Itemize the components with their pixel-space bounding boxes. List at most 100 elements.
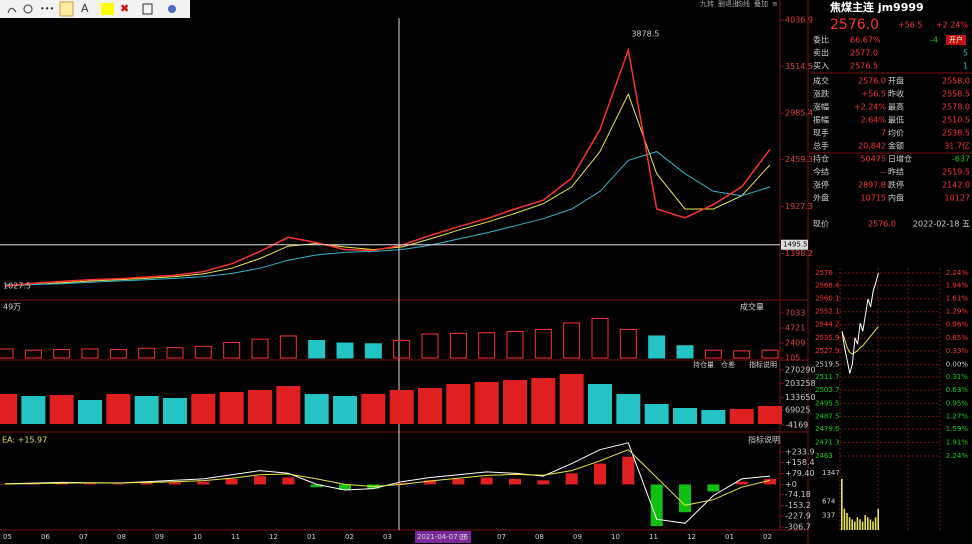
volume-label: 49万 xyxy=(3,303,21,312)
volume-bar xyxy=(223,341,241,359)
quote-label: 持仓 xyxy=(813,154,829,164)
oi-bar xyxy=(673,408,697,424)
tool-icon[interactable] xyxy=(7,7,17,14)
intraday-vol xyxy=(848,517,851,530)
quote-value: +2.24% xyxy=(854,103,887,112)
x-tick-label: 2021-04-07 三 xyxy=(417,533,467,541)
oi-bar xyxy=(191,394,216,424)
intraday-vol xyxy=(872,521,874,530)
y-tick-label: 105 xyxy=(785,354,800,363)
quote-value: 2578.0 xyxy=(942,103,970,112)
oi-bar xyxy=(559,374,584,424)
y-tick-label: 2519.5 xyxy=(815,361,840,369)
y-tick-label: -4169 xyxy=(785,420,808,429)
intraday-vol xyxy=(867,517,869,530)
crosshair-price: 1495.5 xyxy=(783,241,808,249)
quote-value: 2576.5 xyxy=(850,62,878,71)
y-tick-label: 7033 xyxy=(785,309,805,318)
pct-label: 2.24% xyxy=(946,269,969,277)
volume-bar xyxy=(336,342,354,359)
oi-legend[interactable]: 仓差 xyxy=(721,360,735,369)
volume-bar xyxy=(534,328,552,359)
quote-label: 买入 xyxy=(813,62,829,71)
macd-bar xyxy=(537,480,550,485)
oi-bar xyxy=(49,395,74,424)
quote-value: 1 xyxy=(963,62,968,71)
macd-bar xyxy=(310,484,323,488)
x-tick-label: 05 xyxy=(3,533,12,541)
oi-bar xyxy=(701,410,726,424)
tab[interactable]: 叠加 xyxy=(754,0,768,8)
oi-legend[interactable]: 持仓量 xyxy=(693,360,714,369)
y-tick-label: 69025 xyxy=(785,406,810,415)
oi-bar xyxy=(758,406,782,424)
oi-bar xyxy=(276,386,301,424)
pct-label: 2.24% xyxy=(946,452,969,460)
macd-bar xyxy=(679,484,691,513)
macd-bar xyxy=(395,483,408,485)
oi-bar xyxy=(446,384,471,424)
x-tick-label: 12 xyxy=(687,533,696,541)
x-tick-label: 07 xyxy=(79,533,88,541)
x-highlight xyxy=(415,531,471,543)
quote-value: 66.67% xyxy=(850,36,881,45)
tool-icon[interactable] xyxy=(23,4,33,14)
volume-tab[interactable]: 成交量 xyxy=(740,302,764,312)
quote-label: 成交 xyxy=(813,76,829,86)
quote-value: -637 xyxy=(952,155,970,164)
tool-icon[interactable]: ✖ xyxy=(120,2,129,15)
macd-bar xyxy=(339,484,351,490)
y-tick-label: 2511.7 xyxy=(815,373,840,381)
x-tick-label: 02 xyxy=(763,533,772,541)
volume-bar xyxy=(761,349,779,359)
quote-value: 7 xyxy=(881,129,886,138)
vol-tick-label: 337 xyxy=(822,512,835,520)
tool-icon[interactable] xyxy=(168,5,176,13)
x-tick-label: 12 xyxy=(269,533,278,541)
oi-bar xyxy=(106,394,131,424)
quote-label: 跌停 xyxy=(888,180,904,190)
open-account-text[interactable]: 开户 xyxy=(949,35,963,44)
macd-bar xyxy=(650,484,663,527)
quote-label: 昨结 xyxy=(888,167,904,177)
volume-bar xyxy=(53,349,71,359)
volume-bar xyxy=(421,333,439,359)
pct-label: 1.94% xyxy=(946,281,969,289)
x-tick-label: 08 xyxy=(535,533,544,541)
quote-label: 外盘 xyxy=(813,193,829,203)
tab[interactable]: ≡ xyxy=(772,0,778,8)
pct-label: 0.63% xyxy=(946,386,969,394)
y-tick-label: +233.9 xyxy=(785,447,815,456)
y-tick-label: 3514.5 xyxy=(785,62,813,71)
y-tick-label: 2479.6 xyxy=(815,425,840,433)
y-tick-label: 2544.2 xyxy=(815,320,840,328)
open-account-btn[interactable] xyxy=(946,35,966,45)
macd-tab[interactable]: 指标说明 xyxy=(748,435,780,445)
x-tick-label: 11 xyxy=(649,533,658,541)
font-button[interactable]: A xyxy=(81,2,89,15)
tool-icon[interactable]: ••• xyxy=(40,5,54,14)
macd-title: EA: +15.97 xyxy=(2,436,47,445)
intraday-vol xyxy=(861,521,864,530)
y-tick-label: 1927.3 xyxy=(785,202,813,211)
tool-icon[interactable] xyxy=(142,3,153,15)
volume-bar xyxy=(619,328,637,359)
oi-bar xyxy=(531,378,556,424)
tab[interactable]: 均线 xyxy=(736,0,750,8)
quote-label: 总手 xyxy=(813,141,829,151)
tool-icon[interactable] xyxy=(59,1,74,17)
y-tick-label: 2535.9 xyxy=(815,334,840,342)
quote-value: 31.7亿 xyxy=(944,141,970,151)
tab[interactable]: 删退出 xyxy=(718,0,739,8)
pct-label: 1.29% xyxy=(946,308,969,316)
macd-bar xyxy=(622,456,635,485)
intraday-vol xyxy=(843,508,846,530)
color-button[interactable] xyxy=(101,3,114,15)
oi-legend[interactable]: 指标说明 xyxy=(749,360,777,369)
quote-label: 涨停 xyxy=(813,180,829,190)
macd-bar xyxy=(565,473,578,485)
quote-value: 10127 xyxy=(945,194,970,203)
tab[interactable]: 九转 xyxy=(700,0,714,8)
oi-bar xyxy=(588,384,612,424)
